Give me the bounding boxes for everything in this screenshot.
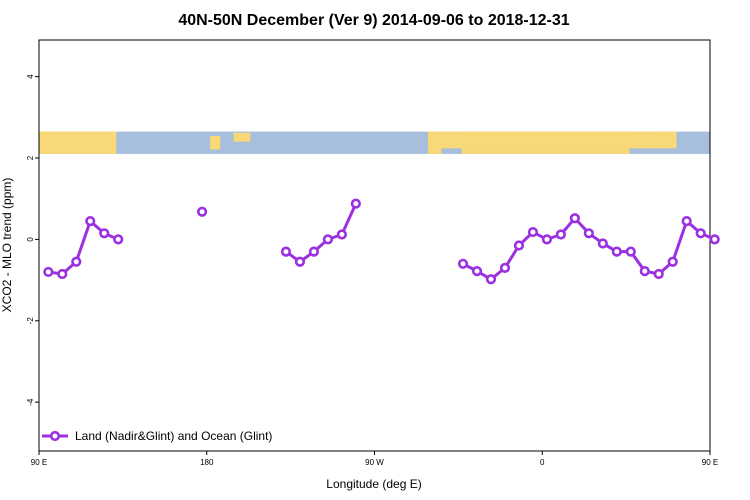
data-point (471, 266, 483, 277)
y-tick-label: -2 (26, 317, 35, 325)
data-point (294, 256, 306, 267)
y-axis: 4 2 0 -2 -4 (26, 74, 39, 406)
y-tick-label: 4 (26, 74, 35, 79)
x-tick-label: 90 W (365, 458, 384, 467)
legend-label: Land (Nadir&Glint) and Ocean (Glint) (75, 429, 272, 443)
y-tick-label: -4 (26, 398, 35, 406)
data-point (57, 268, 68, 280)
legend: Land (Nadir&Glint) and Ocean (Glint) (42, 429, 272, 443)
data-point (308, 246, 320, 257)
data-point (457, 258, 469, 269)
map-land (233, 132, 251, 142)
data-point (653, 268, 664, 280)
data-point (709, 234, 720, 245)
data-point (336, 229, 347, 240)
data-point (485, 274, 497, 285)
world-map-strip (39, 131, 710, 154)
series-line (48, 219, 119, 276)
plot-frame (38, 39, 711, 452)
x-axis: 90 E 180 90 W 0 90 E (31, 451, 718, 467)
data-point (667, 256, 678, 267)
data-point (85, 215, 96, 227)
map-land (428, 142, 442, 154)
data-point (541, 234, 553, 245)
data-point (695, 228, 706, 239)
data-point (569, 213, 580, 224)
data-point (43, 266, 54, 278)
data-point (350, 198, 361, 209)
map-land (39, 131, 117, 144)
y-tick-label: 2 (26, 155, 35, 160)
data-point (583, 228, 594, 239)
data-point (322, 234, 334, 245)
data-point (527, 226, 539, 238)
x-tick-label: 0 (540, 458, 545, 467)
data-point (611, 246, 622, 257)
data-point (555, 229, 566, 240)
y-tick-label: 0 (26, 237, 35, 242)
data-point (597, 238, 608, 249)
data-point (513, 240, 525, 251)
data-point (639, 266, 650, 277)
map-land (629, 131, 657, 140)
data-point (196, 206, 208, 217)
chart-title: 40N-50N December (Ver 9) 2014-09-06 to 2… (178, 12, 569, 29)
data-point (625, 246, 636, 257)
data-point (71, 256, 82, 267)
map-land (528, 148, 630, 154)
map-land (210, 136, 221, 150)
x-axis-label: Longitude (deg E) (326, 477, 421, 491)
data-point (113, 234, 124, 245)
data-point (681, 215, 692, 227)
data-point (499, 262, 511, 273)
data-point (280, 246, 292, 257)
x-tick-label: 180 (200, 458, 214, 467)
legend-marker (49, 430, 61, 442)
y-axis-label: XCO2 - MLO trend (ppm) (0, 178, 14, 313)
x-tick-label: 90 E (702, 458, 718, 467)
map-land (461, 148, 529, 154)
map-land (428, 131, 677, 149)
data-point (99, 228, 110, 239)
x-tick-label: 90 E (31, 458, 47, 467)
series-layer (43, 198, 720, 285)
